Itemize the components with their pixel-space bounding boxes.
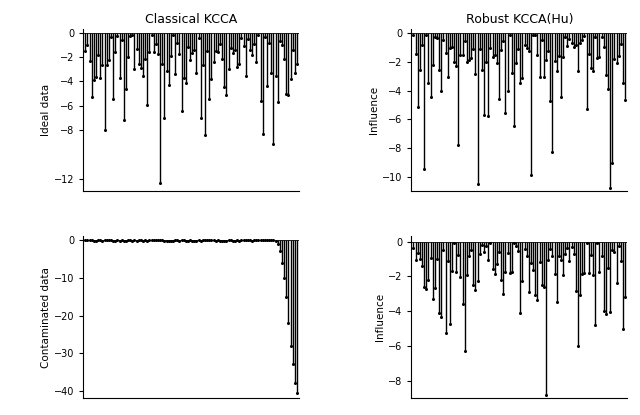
- Y-axis label: Contaminated data: Contaminated data: [41, 267, 51, 368]
- Y-axis label: Ideal data: Ideal data: [41, 84, 51, 136]
- Title: Robust KCCA(Hu): Robust KCCA(Hu): [465, 14, 573, 27]
- Title: Classical KCCA: Classical KCCA: [145, 14, 237, 27]
- Y-axis label: Influence: Influence: [375, 293, 385, 342]
- Y-axis label: Influence: Influence: [369, 86, 379, 134]
